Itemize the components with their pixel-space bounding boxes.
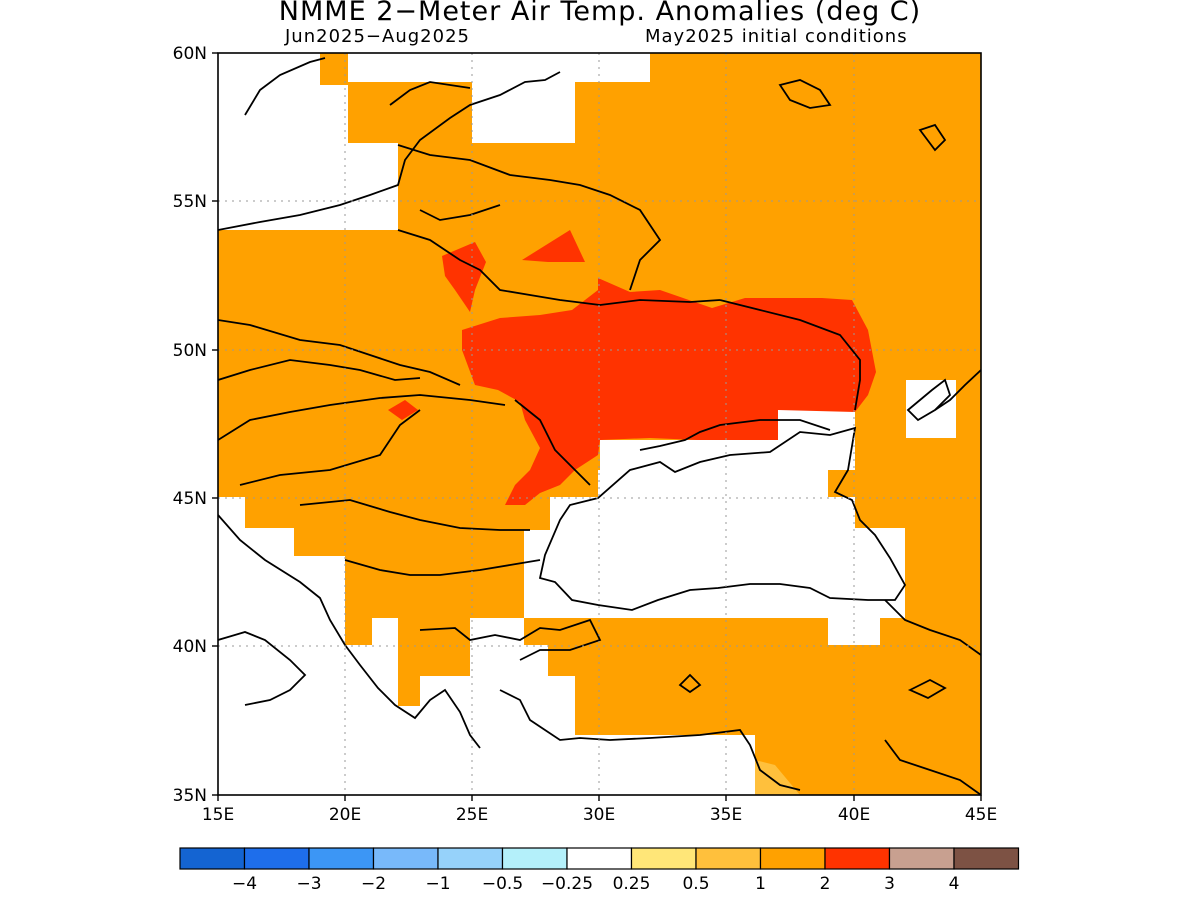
grid-lines bbox=[218, 53, 981, 795]
black-sea-coast bbox=[538, 426, 907, 611]
lat-label-50n: 50N bbox=[173, 341, 207, 361]
legend-swatch bbox=[372, 847, 439, 870]
legend-swatch bbox=[695, 847, 762, 870]
anomaly-region-2-3 bbox=[388, 230, 876, 505]
initial-conditions: May2025 initial conditions bbox=[645, 26, 908, 47]
lon-label-40e: 40E bbox=[838, 805, 870, 825]
lat-label-45n: 45N bbox=[173, 489, 207, 509]
legend-label: −4 bbox=[232, 874, 257, 894]
legend-swatch bbox=[308, 847, 375, 870]
legend-swatch bbox=[630, 847, 697, 870]
legend-label: 1 bbox=[755, 874, 766, 894]
lat-label-55n: 55N bbox=[173, 192, 207, 212]
legend-labels: −4 −3 −2 −1 −0.5 −0.25 0.25 0.5 1 2 3 4 bbox=[232, 874, 959, 894]
lon-label-35e: 35E bbox=[710, 805, 742, 825]
legend-swatch bbox=[824, 847, 891, 870]
legend-swatch bbox=[243, 847, 310, 870]
legend-label: 4 bbox=[949, 874, 960, 894]
legend-swatch bbox=[953, 847, 1020, 870]
legend-label: −0.5 bbox=[482, 874, 523, 894]
axis-ticks bbox=[212, 52, 982, 801]
legend-label: −3 bbox=[296, 874, 321, 894]
legend-swatch bbox=[566, 847, 633, 870]
map-title: NMME 2−Meter Air Temp. Anomalies (deg C) bbox=[278, 0, 922, 27]
legend-swatch bbox=[179, 847, 246, 870]
lon-label-25e: 25E bbox=[456, 805, 488, 825]
latitude-labels: 60N 55N 50N 45N 40N 35N bbox=[173, 44, 207, 806]
legend-colorbar bbox=[179, 847, 1020, 870]
legend-swatch bbox=[759, 847, 826, 870]
legend-label: 0.25 bbox=[613, 874, 651, 894]
legend-label: −0.25 bbox=[541, 874, 593, 894]
lat-label-40n: 40N bbox=[173, 637, 207, 657]
coastlines-borders bbox=[218, 57, 981, 795]
lon-label-15e: 15E bbox=[202, 805, 234, 825]
legend-label: 3 bbox=[884, 874, 895, 894]
legend-label: −2 bbox=[361, 874, 386, 894]
legend-label: 2 bbox=[820, 874, 831, 894]
lon-label-20e: 20E bbox=[329, 805, 361, 825]
lat-label-35n: 35N bbox=[173, 786, 207, 806]
lon-label-45e: 45E bbox=[965, 805, 997, 825]
legend-label: 0.5 bbox=[682, 874, 709, 894]
legend-label: −1 bbox=[425, 874, 450, 894]
legend-swatch bbox=[501, 847, 568, 870]
lat-label-60n: 60N bbox=[173, 44, 207, 64]
legend-swatch bbox=[888, 847, 955, 870]
anomaly-region-0.5-1 bbox=[755, 760, 800, 795]
forecast-period: Jun2025−Aug2025 bbox=[285, 26, 470, 47]
legend-swatch bbox=[437, 847, 504, 870]
lon-label-30e: 30E bbox=[583, 805, 615, 825]
longitude-labels: 15E 20E 25E 30E 35E 40E 45E bbox=[202, 805, 997, 825]
near-normal-areas bbox=[218, 53, 956, 795]
